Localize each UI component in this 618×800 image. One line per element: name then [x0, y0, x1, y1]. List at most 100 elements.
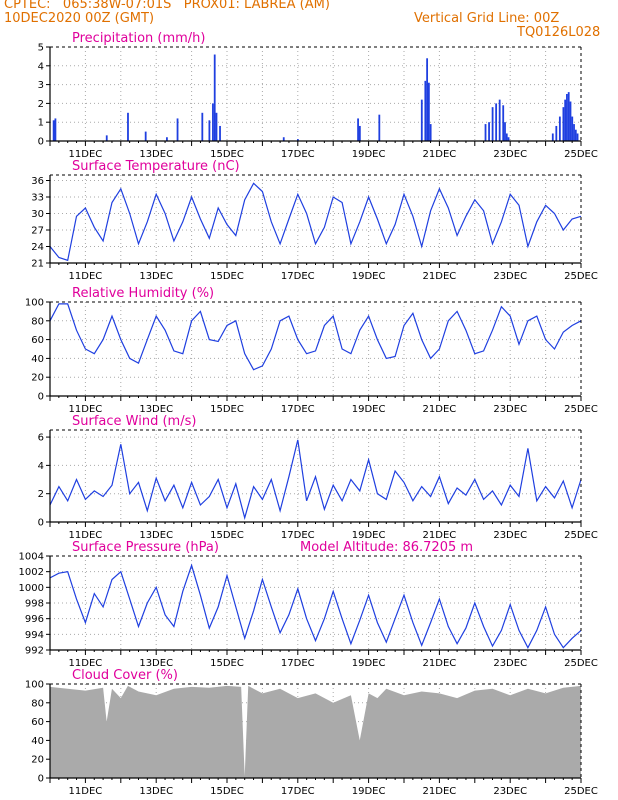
x-tick-label: 13DEC [139, 658, 173, 669]
y-tick-label: 30 [31, 209, 44, 220]
precip-bar [144, 131, 147, 141]
x-tick-label: 19DEC [352, 149, 386, 160]
precip-bar [52, 120, 55, 141]
x-tick-label: 25DEC [564, 149, 598, 160]
precip-bar [495, 103, 498, 141]
precip-bar [564, 99, 567, 141]
precip-bar [212, 103, 214, 141]
y-tick-label: 1 [38, 118, 44, 129]
panel-title: Precipitation (mm/h) [72, 31, 205, 46]
y-tick-label: 996 [25, 614, 44, 625]
y-tick-label: 1004 [19, 552, 44, 563]
precip-bar [166, 137, 168, 141]
header-line1: CPTEC: 065:38W-07:01S PROX01: LABREA (AM… [4, 0, 330, 12]
x-tick-label: 21DEC [423, 658, 457, 669]
chart-panel-6: 0 20 40 60 80 100 11DEC 13DEC 15DEC 17DEC 19DEC 21D… [25, 668, 598, 797]
cloud-cover-area [50, 685, 581, 778]
precip-bar [429, 124, 432, 141]
x-tick-label: 11DEC [69, 271, 103, 282]
precip-bar [502, 105, 505, 141]
precip-bar [562, 107, 565, 141]
x-tick-label: 19DEC [352, 530, 386, 541]
series-line [49, 563, 582, 650]
precip-bar [201, 112, 204, 141]
header-grid-note: Vertical Grid Line: 00Z [414, 11, 560, 26]
x-tick-label: 23DEC [493, 149, 527, 160]
x-tick-label: 19DEC [352, 786, 386, 797]
precip-bar [213, 54, 216, 141]
precip-bar [488, 122, 490, 141]
series-line [49, 303, 582, 371]
x-tick-label: 23DEC [493, 530, 527, 541]
precip-bar [378, 114, 381, 141]
chart-panel-5: 992 994 996 998 1000 1002 1004 11DEC 13DEC 15DEC 1… [19, 540, 598, 669]
series-line [49, 182, 582, 262]
precip-bar [569, 101, 572, 141]
precip-bar [215, 112, 218, 141]
precip-bar [424, 80, 427, 141]
y-tick-label: 992 [25, 646, 44, 657]
x-tick-label: 17DEC [281, 271, 315, 282]
precip-bar [507, 137, 510, 141]
chart-panel-4: 0 2 4 6 11DEC 13DEC 15DEC 17DEC 19DEC 21DEC 23DEC 2… [38, 414, 598, 541]
precip-bar [555, 125, 558, 141]
precip-bar [127, 112, 129, 141]
y-tick-label: 2 [38, 489, 44, 500]
x-tick-label: 17DEC [281, 658, 315, 669]
precip-bar [176, 118, 179, 141]
chart-panel-3: 0 20 40 60 80 100 11DEC 13DEC 15DEC 17DEC 19DEC 21D… [25, 286, 598, 415]
x-tick-label: 21DEC [423, 271, 457, 282]
precip-bar [105, 135, 108, 141]
precip-bar [567, 92, 570, 141]
x-tick-label: 19DEC [352, 658, 386, 669]
y-tick-label: 80 [31, 316, 44, 327]
y-tick-label: 3 [38, 80, 44, 91]
y-tick-label: 21 [31, 259, 44, 270]
x-tick-label: 19DEC [352, 271, 386, 282]
y-tick-label: 60 [31, 717, 44, 728]
header-model-id: TQ0126L028 [517, 25, 601, 40]
precip-bar [219, 125, 221, 141]
y-tick-label: 24 [31, 242, 44, 253]
y-tick-label: 0 [38, 774, 44, 785]
y-tick-label: 998 [25, 599, 44, 610]
chart-panel-1: 0 1 2 3 4 5 11DEC 13DEC 15DEC 17DEC 19DEC 21DEC 23DE… [38, 31, 598, 160]
precip-bar [297, 139, 299, 141]
model-altitude-annotation: Model Altitude: 86.7205 m [300, 540, 473, 555]
precip-bar [498, 99, 501, 141]
precip-bar [574, 129, 577, 141]
panel-title: Cloud Cover (%) [72, 668, 178, 683]
precip-bar [566, 94, 568, 141]
precip-bar [426, 58, 429, 141]
y-tick-label: 4 [38, 461, 44, 472]
precip-bar [576, 133, 579, 141]
x-tick-label: 11DEC [69, 658, 103, 669]
y-tick-label: 40 [31, 354, 44, 365]
x-tick-label: 23DEC [493, 404, 527, 415]
x-tick-label: 17DEC [281, 530, 315, 541]
x-tick-label: 11DEC [69, 786, 103, 797]
x-tick-label: 11DEC [69, 404, 103, 415]
x-tick-label: 17DEC [281, 149, 315, 160]
precip-bar [427, 82, 430, 141]
y-tick-label: 27 [31, 226, 44, 237]
x-tick-label: 23DEC [493, 271, 527, 282]
x-tick-label: 11DEC [69, 149, 103, 160]
panel-title: Relative Humidity (%) [72, 286, 214, 301]
panel-title: Surface Pressure (hPa) [72, 540, 219, 555]
precip-bar [357, 118, 359, 141]
y-tick-label: 2 [38, 99, 44, 110]
x-tick-label: 15DEC [210, 530, 244, 541]
y-tick-label: 80 [31, 698, 44, 709]
series-line [49, 439, 582, 521]
panel-title: Surface Wind (m/s) [72, 414, 196, 429]
x-tick-label: 25DEC [564, 658, 598, 669]
x-tick-label: 13DEC [139, 786, 173, 797]
precip-bar [571, 116, 574, 141]
chart-panel-2: 21 24 27 30 33 36 11DEC 13DEC 15DEC 17DEC 19DEC 21D… [31, 159, 598, 282]
y-tick-label: 4 [38, 61, 44, 72]
x-tick-label: 15DEC [210, 786, 244, 797]
y-tick-label: 1000 [19, 583, 44, 594]
precip-bar [558, 116, 561, 141]
